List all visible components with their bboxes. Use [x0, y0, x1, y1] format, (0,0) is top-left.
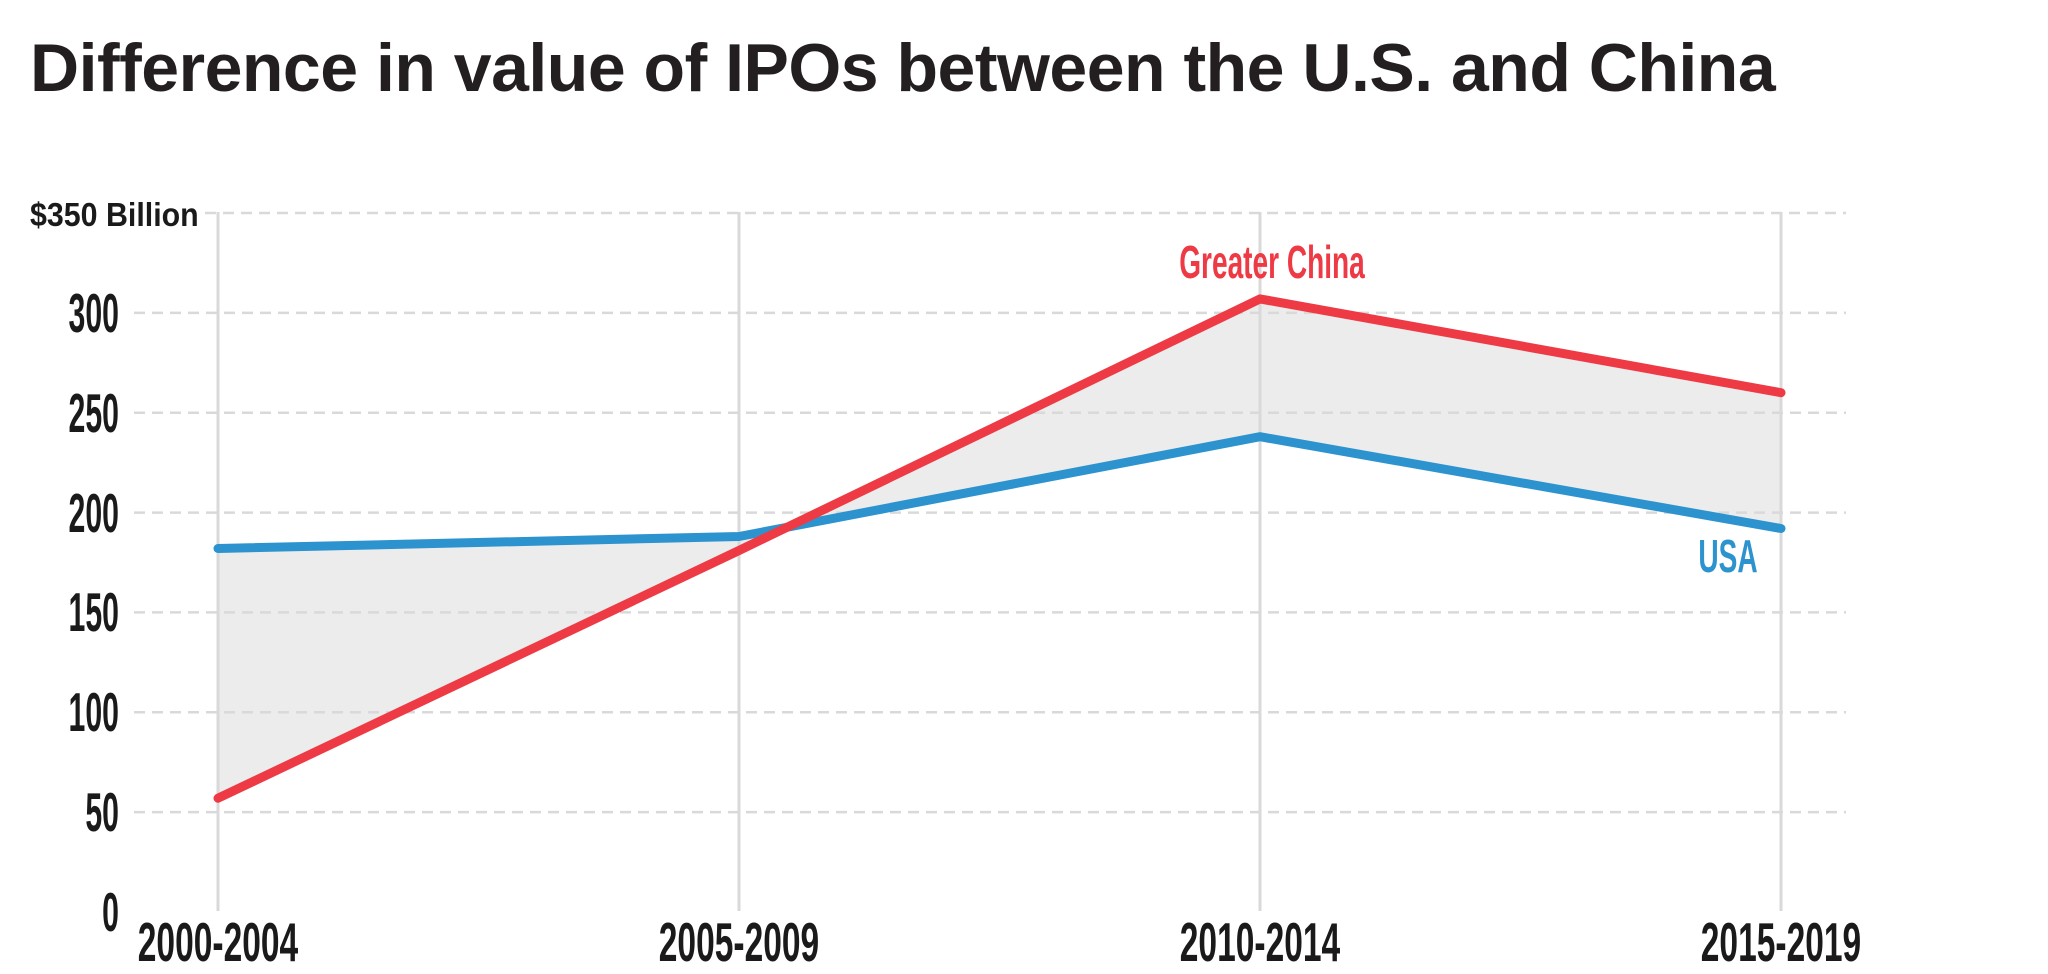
- area-fill-between-series: [218, 298, 1781, 799]
- series-label-greater-china: Greater China: [1179, 236, 1365, 288]
- y-tick-label-250: 250: [68, 381, 119, 444]
- y-tick-label-200: 200: [68, 481, 119, 544]
- y-tick-label-50: 50: [85, 781, 119, 844]
- x-tick-label-2015-2019: 2015-2019: [1700, 911, 1862, 973]
- chart-title: Difference in value of IPOs between the …: [30, 30, 1776, 106]
- series-label-usa: USA: [1698, 530, 1758, 582]
- series-line-usa: [213, 432, 1786, 553]
- x-tick-label-2005-2009: 2005-2009: [658, 911, 820, 973]
- y-tick-label-0: 0: [102, 881, 119, 943]
- x-tick-label-2010-2014: 2010-2014: [1179, 911, 1341, 973]
- x-tick-label-2000-2004: 2000-2004: [137, 911, 299, 973]
- y-tick-label-100: 100: [68, 681, 119, 744]
- y-tick-label-150: 150: [68, 581, 119, 644]
- y-axis-top-label: $350 Billion: [30, 196, 199, 233]
- series-line-greater-china: [213, 294, 1786, 803]
- y-tick-label-300: 300: [68, 281, 119, 344]
